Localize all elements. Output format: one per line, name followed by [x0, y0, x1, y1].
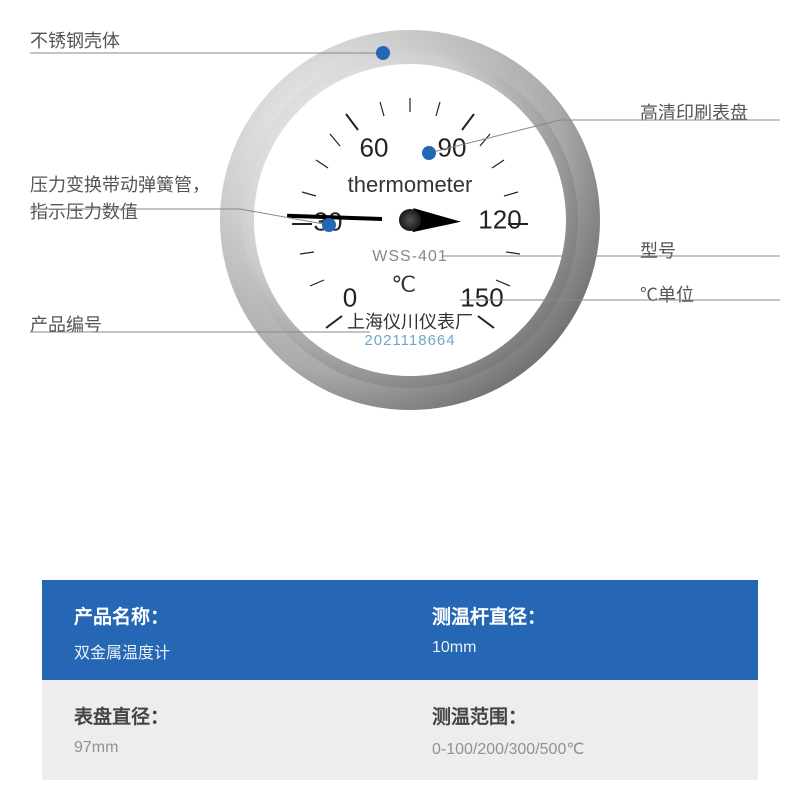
spec-productname: 产品名称： 双金属温度计 [42, 580, 400, 680]
spec-dialdiameter: 表盘直径： 97mm [42, 680, 400, 780]
callout-dot-dialface [422, 146, 436, 160]
diagram-area: 0 30 60 90 120 150 thermometer WSS-401 ℃… [0, 0, 800, 560]
spec-title: 表盘直径： [74, 702, 368, 729]
spec-value: 双金属温度计 [74, 639, 368, 663]
spec-title: 测温范围： [432, 702, 726, 729]
spec-value: 97mm [74, 739, 368, 757]
callout-dot-shell [376, 46, 390, 60]
spec-title: 产品名称： [74, 602, 368, 629]
spec-title: 测温杆直径： [432, 602, 726, 629]
spec-proberadius: 测温杆直径： 10mm [400, 580, 758, 680]
callout-dot-spring [322, 218, 336, 232]
spec-range: 测温范围： 0-100/200/300/500℃ [400, 680, 758, 780]
spec-row-blue: 产品名称： 双金属温度计 测温杆直径： 10mm [42, 580, 758, 680]
spec-value: 0-100/200/300/500℃ [432, 739, 726, 759]
leader-lines [0, 0, 800, 560]
spec-value: 10mm [432, 639, 726, 657]
spec-row-grey: 表盘直径： 97mm 测温范围： 0-100/200/300/500℃ [42, 680, 758, 780]
